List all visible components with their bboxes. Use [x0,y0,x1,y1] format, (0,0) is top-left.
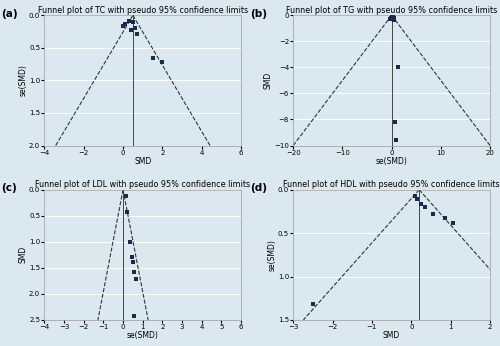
Point [125,18,133,23]
Point [394,65,402,70]
Point [386,15,394,20]
Y-axis label: SMD: SMD [264,72,273,89]
Point [132,276,140,282]
Point [126,239,134,245]
Point [389,15,397,20]
Point [128,255,136,260]
Point [133,31,141,36]
Y-axis label: se(SMD): se(SMD) [18,64,28,96]
Point [413,197,421,202]
Point [121,22,129,27]
Point [129,19,137,25]
Text: (a): (a) [1,9,18,19]
Y-axis label: se(SMD): se(SMD) [268,239,276,271]
Text: (c): (c) [1,183,17,193]
Point [130,269,138,275]
X-axis label: se(SMD): se(SMD) [376,157,408,166]
Point [386,17,394,22]
Point [148,55,156,61]
Point [390,18,398,23]
Point [119,24,127,29]
Point [388,16,396,22]
Y-axis label: SMD: SMD [18,246,28,263]
Point [127,27,135,33]
X-axis label: SMD: SMD [134,157,152,166]
Title: Funnel plot of TC with pseudo 95% confidence limits: Funnel plot of TC with pseudo 95% confid… [38,6,248,15]
Point [123,209,131,215]
Point [392,137,400,143]
Title: Funnel plot of LDL with pseudo 95% confidence limits: Funnel plot of LDL with pseudo 95% confi… [35,180,250,189]
Point [122,193,130,199]
Point [390,119,398,125]
Point [130,313,138,318]
Point [440,216,448,221]
Title: Funnel plot of TG with pseudo 95% confidence limits: Funnel plot of TG with pseudo 95% confid… [286,6,497,15]
Text: (d): (d) [250,183,267,193]
Point [158,60,166,65]
X-axis label: se(SMD): se(SMD) [127,331,158,340]
Point [390,16,398,21]
Title: Funnel plot of HDL with pseudo 95% confidence limits: Funnel plot of HDL with pseudo 95% confi… [284,180,500,189]
Point [448,220,456,226]
Point [309,301,317,307]
Point [129,259,137,264]
Text: (b): (b) [250,9,267,19]
Point [388,14,396,19]
Point [241,135,249,140]
Point [417,202,425,207]
Point [131,26,139,31]
Point [411,193,419,199]
Point [421,204,429,210]
Point [429,211,437,217]
X-axis label: SMD: SMD [383,331,400,340]
